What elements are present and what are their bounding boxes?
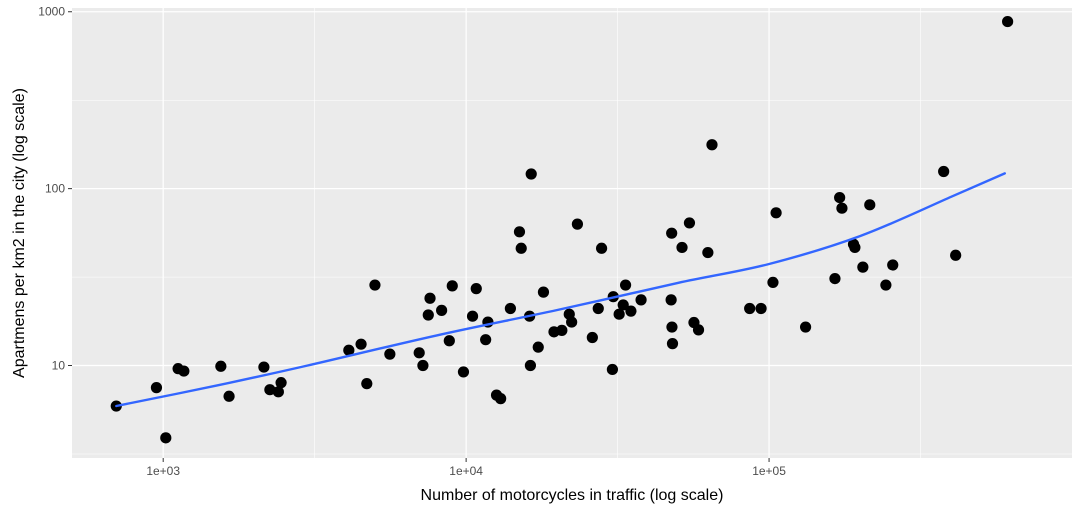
data-point (770, 207, 782, 219)
data-point (264, 384, 276, 396)
data-point (150, 382, 163, 394)
data-point (619, 279, 632, 291)
data-point (834, 191, 846, 204)
data-points (110, 15, 1014, 444)
data-point (275, 377, 287, 389)
x-tick-label: 1e+04 (449, 464, 483, 478)
data-point (857, 261, 869, 273)
data-point (525, 168, 537, 180)
data-point (215, 360, 227, 372)
data-point (272, 386, 284, 398)
data-point (532, 341, 544, 353)
data-point (343, 344, 355, 356)
data-point (744, 302, 756, 315)
data-point (466, 310, 479, 322)
major-gridlines (72, 8, 1072, 458)
y-tick-label: 100 (45, 182, 65, 196)
data-point (586, 331, 598, 344)
data-point (617, 299, 629, 311)
data-point (470, 283, 482, 295)
data-point (457, 366, 470, 378)
data-point (504, 302, 516, 315)
data-point (606, 363, 619, 376)
data-point (706, 139, 718, 151)
data-point (836, 202, 848, 214)
data-point (515, 242, 527, 254)
data-point (755, 302, 767, 315)
data-point (480, 334, 492, 346)
data-point (1002, 15, 1014, 28)
data-point (625, 305, 637, 317)
data-point (613, 308, 625, 320)
data-point (424, 292, 436, 304)
x-axis-title: Number of motorcycles in traffic (log sc… (421, 487, 724, 504)
data-point (592, 302, 604, 315)
data-point (595, 242, 608, 254)
data-point (369, 279, 381, 291)
data-point (178, 365, 190, 377)
data-point (665, 294, 677, 306)
plot-panel (72, 8, 1072, 458)
data-point (683, 217, 696, 229)
data-point (666, 338, 679, 350)
data-point (413, 347, 425, 359)
trend-line-group (115, 172, 1006, 408)
data-point (799, 321, 812, 333)
data-point (829, 272, 841, 285)
data-point (417, 359, 429, 372)
data-point (422, 309, 434, 321)
data-point (864, 199, 876, 211)
data-point (849, 241, 861, 254)
data-point (571, 218, 584, 230)
data-point (384, 348, 396, 360)
data-point (355, 338, 367, 350)
data-point (887, 259, 899, 271)
y-tick-label: 1000 (38, 5, 65, 19)
data-point (702, 246, 714, 259)
data-point (938, 165, 950, 178)
data-point (524, 359, 537, 372)
data-point (676, 241, 688, 254)
data-point (223, 390, 235, 402)
data-point (258, 361, 270, 373)
data-point (635, 294, 647, 306)
data-point (556, 324, 568, 336)
trend-line (115, 172, 1006, 408)
data-point (566, 316, 578, 328)
data-point (692, 324, 705, 336)
data-point (666, 227, 678, 239)
data-point (666, 321, 678, 333)
minor-gridlines (72, 8, 1072, 458)
data-point (950, 249, 962, 261)
x-tick-label: 1e+05 (752, 464, 786, 478)
y-axis-title: Apartmens per km2 in the city (log scale… (11, 88, 28, 378)
data-point (443, 335, 455, 347)
data-point (361, 378, 373, 390)
data-point (513, 226, 526, 238)
x-tick-label: 1e+03 (146, 464, 180, 478)
y-tick-label: 10 (52, 359, 66, 373)
data-point (537, 286, 550, 298)
data-point (495, 393, 507, 405)
data-point (767, 276, 779, 289)
data-point (160, 432, 172, 444)
data-point (446, 280, 458, 292)
axes: 1e+03 1e+04 1e+05 10 100 1000 (38, 5, 786, 478)
data-point (436, 304, 448, 316)
data-point (880, 279, 892, 291)
